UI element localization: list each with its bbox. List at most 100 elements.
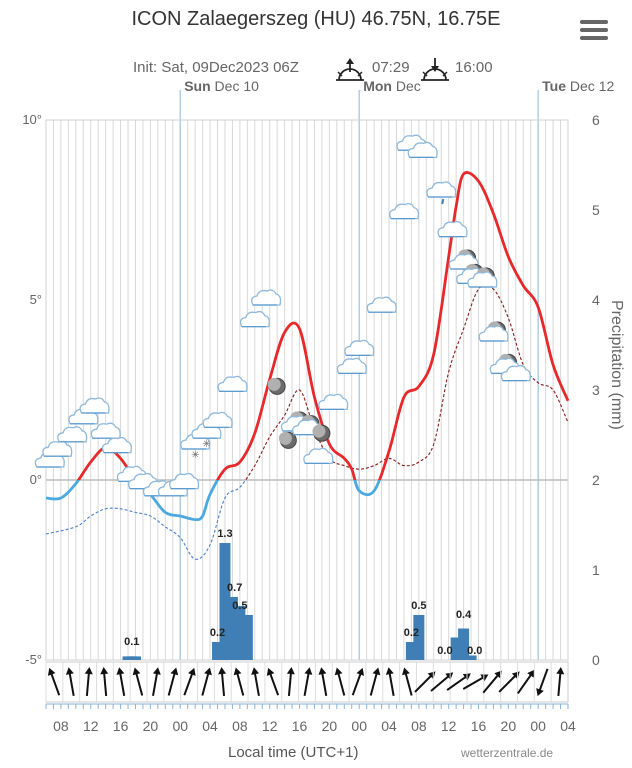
wind-head [152,667,161,675]
x-tick-label: 08 [411,718,427,734]
y-tick-right: 6 [592,112,600,128]
wind-head [204,667,212,676]
wind-shaft [303,670,311,696]
precip-bar [219,543,231,660]
cloud-shape [478,325,509,342]
snowflake-icon: ✳ [202,439,210,450]
weather-icon-mooncloud [467,267,498,288]
wind-head [286,667,295,675]
x-tick-label: 04 [202,718,218,734]
weather-icon-cloud [344,339,375,357]
wind-arrow-icon [318,667,328,696]
day-label: Sun Dec 10 [184,78,259,94]
x-tick-label: 16 [292,718,308,734]
sunset-time: 16:00 [455,59,493,76]
cloud-shape [57,426,88,443]
cloud-shape [500,364,531,382]
wind-arrow-icon [218,667,227,697]
day-date: Dec [392,78,421,94]
wind-head [233,667,242,676]
wind-head [372,667,381,676]
y-tick-left: 0° [30,472,42,487]
menu-icon[interactable] [580,20,608,42]
wind-arrows [45,661,569,703]
x-tick-label: 12 [83,718,99,734]
snowflake-icon: ✳ [191,450,199,461]
cloud-shape [303,447,334,465]
weather-icon-mooncloud [448,249,479,270]
moon-highlight [278,431,292,445]
weather-icon-cloud [42,440,73,457]
x-tick-label: 04 [560,718,576,734]
x-tick-label: 08 [53,718,69,734]
wind-shaft [49,670,61,696]
wind-shaft [403,670,413,696]
wind-head [356,667,365,676]
weather-icon-cloud [90,422,121,439]
weather-icon-moon [312,424,331,442]
y-tick-right: 3 [592,382,600,398]
cloud-shape [202,411,233,429]
wind-arrow-icon [183,667,196,696]
y-tick-right: 5 [592,202,600,218]
wind-arrow-icon [233,667,245,696]
weather-icon-mooncloud [478,321,509,342]
y-tick-left: 5° [30,292,42,307]
wind-shaft [167,670,177,696]
weather-icon-cloud [388,202,420,220]
weather-icon-moon [278,431,297,449]
weather-icon-cloud [437,220,468,238]
cloud-shape [101,436,132,454]
cloud-shape [336,357,367,375]
dewpoint-line-cold [45,480,247,560]
weather-icon-raincloud [426,181,457,205]
wind-arrow-icon [462,674,489,690]
precip-bar [465,655,477,660]
init-text: Init: Sat, 09Dec2023 06Z [133,59,299,76]
x-tick-label: 20 [322,718,338,734]
sunset-icon [421,58,449,81]
precip-label: 0.2 [404,627,419,639]
precip-bar [405,642,417,660]
weather-icon-mooncloud [292,415,323,436]
wind-arrow-icon [334,667,346,696]
cloud-shape [344,339,375,357]
x-axis-title: Local time (UTC+1) [228,744,359,761]
weather-icon-cloud [366,296,397,313]
precip-bar [226,597,238,660]
wind-head [65,667,74,675]
weather-icon-cloud [239,310,270,328]
wind-shaft [388,670,395,696]
precip-bar [450,637,462,660]
cloud-shape [437,220,468,238]
weather-icon-moon [267,377,286,395]
precip-label: 0.0 [437,645,452,657]
weather-icon-cloud [500,364,531,382]
wind-head [304,667,313,675]
wind-head [218,667,227,675]
wind-shaft [517,671,534,695]
wind-arrow-icon [369,667,381,696]
x-tick-label: 12 [262,718,278,734]
precip-bar [212,642,224,660]
wind-arrow-icon [116,667,126,696]
wind-shaft [268,670,280,696]
wind-shaft [414,672,435,693]
wind-head [527,669,535,678]
wind-shaft [201,670,211,696]
wind-arrow-icon [84,667,93,697]
wind-head [47,667,56,676]
precip-label: 0.5 [232,600,247,612]
precip-bar [413,615,425,660]
wind-shaft [430,673,452,692]
wind-shaft [498,672,519,693]
right-axis-title: Precipitation (mm) [608,300,625,430]
cloud-shape [79,397,110,414]
wind-head [318,667,327,675]
weather-icons: ✳✳ [34,134,531,497]
weather-icon-cloud [336,357,367,375]
wind-shaft [482,672,501,694]
wind-head [266,667,275,676]
wind-shaft [102,669,108,697]
y-tick-right: 1 [592,562,600,578]
